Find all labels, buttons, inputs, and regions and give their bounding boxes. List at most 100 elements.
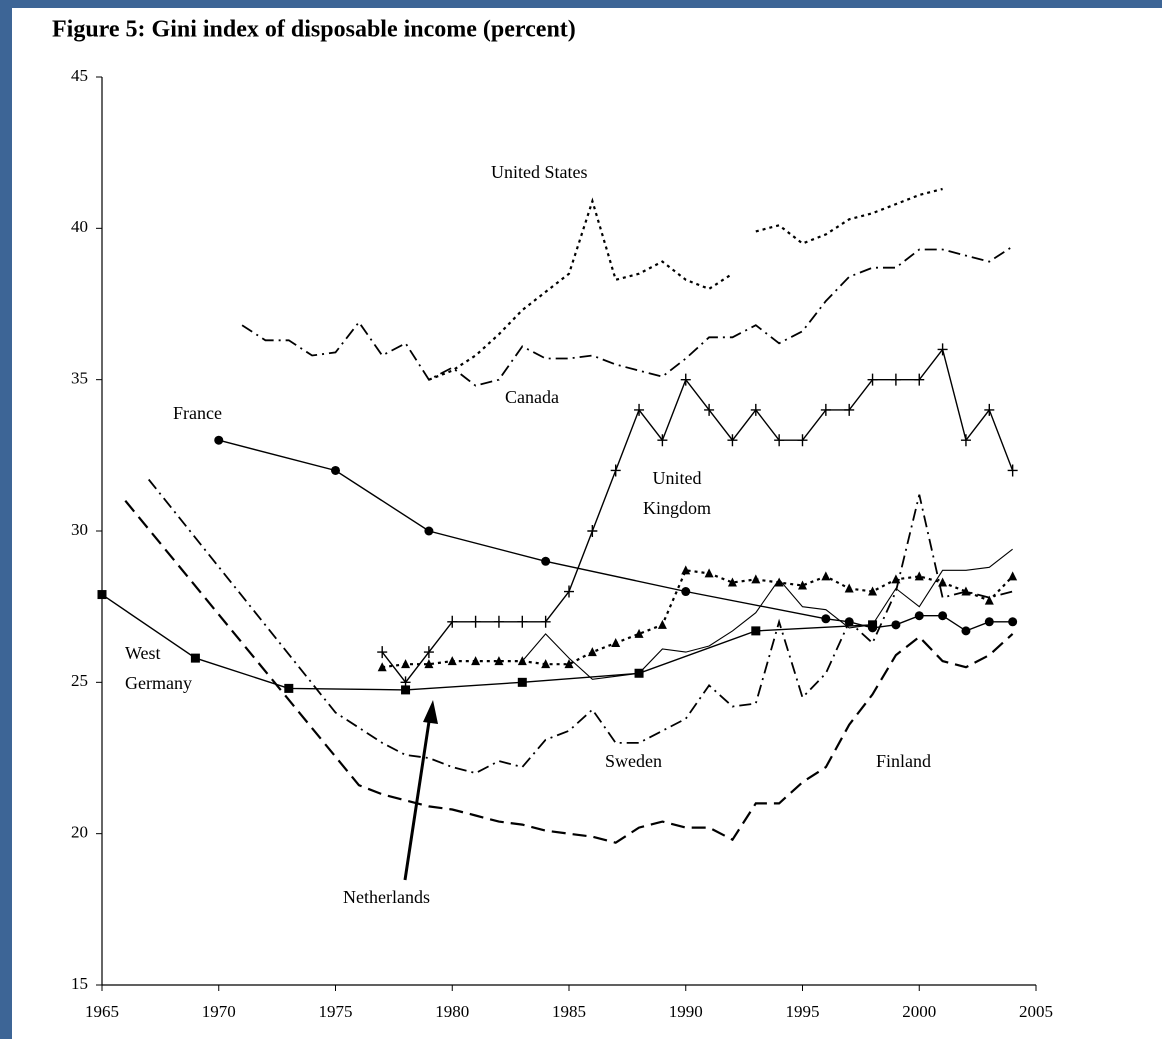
- marker: [401, 659, 411, 669]
- arrow-shaft: [403, 714, 432, 881]
- series-label: Canada: [505, 387, 559, 407]
- marker: [377, 662, 387, 672]
- panel: [12, 8, 1162, 1039]
- marker: [611, 637, 621, 647]
- marker: [1008, 617, 1018, 627]
- marker: [657, 434, 668, 447]
- x-tick-label: 1970: [202, 1002, 236, 1021]
- marker: [190, 653, 200, 663]
- marker: [634, 628, 644, 638]
- series-line: [381, 347, 1014, 684]
- marker: [424, 659, 434, 669]
- marker: [798, 580, 807, 590]
- marker: [541, 659, 551, 669]
- marker: [1008, 571, 1018, 581]
- series-label: Sweden: [605, 751, 662, 771]
- series-label: France: [173, 403, 222, 423]
- x-tick-label: 1990: [669, 1002, 703, 1021]
- marker: [541, 556, 551, 566]
- marker: [960, 434, 971, 447]
- y-tick-label: 40: [71, 217, 88, 236]
- marker: [938, 611, 948, 621]
- marker: [984, 403, 995, 416]
- marker: [377, 646, 388, 659]
- annotation: Netherlands: [343, 887, 430, 907]
- marker: [214, 435, 224, 445]
- y-tick-label: 20: [71, 823, 88, 842]
- marker: [284, 683, 294, 693]
- marker: [727, 577, 737, 587]
- marker: [493, 615, 504, 628]
- marker: [891, 620, 901, 630]
- x-tick-label: 2005: [1019, 1002, 1053, 1021]
- marker: [797, 434, 808, 447]
- marker: [914, 373, 925, 386]
- marker: [727, 434, 738, 447]
- marker: [517, 677, 527, 687]
- marker: [540, 615, 551, 628]
- series-line: [241, 245, 1014, 387]
- marker: [914, 611, 924, 621]
- x-tick-label: 1980: [435, 1002, 469, 1021]
- marker: [704, 568, 714, 578]
- marker: [961, 626, 971, 636]
- marker: [657, 619, 667, 629]
- marker: [447, 656, 457, 666]
- y-tick-label: 45: [71, 66, 88, 85]
- marker: [494, 656, 504, 666]
- series-label: United Kingdom: [642, 468, 711, 518]
- series-line: [428, 187, 943, 381]
- series-line: [124, 500, 1014, 844]
- x-tick-label: 1995: [786, 1002, 820, 1021]
- marker: [844, 583, 854, 593]
- series-label: Finland: [876, 751, 932, 771]
- x-tick-label: 1985: [552, 1002, 586, 1021]
- marker: [447, 615, 458, 628]
- x-tick-label: 1975: [319, 1002, 353, 1021]
- arrow-head: [423, 700, 438, 724]
- marker: [961, 586, 971, 596]
- marker: [634, 403, 645, 416]
- marker: [751, 626, 761, 636]
- series-line: [382, 569, 1014, 669]
- marker: [423, 646, 434, 659]
- y-tick-label: 25: [71, 671, 88, 690]
- marker: [97, 590, 107, 600]
- marker: [821, 571, 831, 581]
- y-tick-label: 35: [71, 369, 88, 388]
- marker: [844, 403, 855, 416]
- series-label: West Germany: [125, 643, 192, 693]
- marker: [424, 526, 434, 536]
- y-tick-label: 30: [71, 520, 88, 539]
- marker: [751, 574, 761, 584]
- chart-title: Figure 5: Gini index of disposable incom…: [52, 17, 576, 43]
- marker: [680, 373, 691, 386]
- marker: [401, 685, 411, 695]
- series-label: United States: [491, 162, 588, 182]
- marker: [517, 615, 528, 628]
- marker: [868, 586, 878, 596]
- marker: [587, 525, 598, 537]
- marker: [938, 577, 948, 587]
- marker: [890, 373, 901, 386]
- marker: [867, 373, 878, 386]
- marker: [564, 585, 574, 598]
- marker: [587, 647, 597, 657]
- series-line: [101, 594, 873, 691]
- marker: [681, 565, 691, 575]
- marker: [331, 465, 340, 475]
- marker: [681, 587, 691, 597]
- marker: [470, 615, 481, 628]
- marker: [610, 464, 621, 477]
- marker: [820, 403, 831, 416]
- x-tick-label: 2000: [902, 1002, 936, 1021]
- marker: [774, 434, 785, 447]
- marker: [704, 403, 715, 416]
- marker: [984, 595, 994, 605]
- marker: [937, 343, 948, 356]
- x-tick-label: 1965: [85, 1002, 119, 1021]
- marker: [914, 571, 924, 581]
- marker: [821, 614, 831, 624]
